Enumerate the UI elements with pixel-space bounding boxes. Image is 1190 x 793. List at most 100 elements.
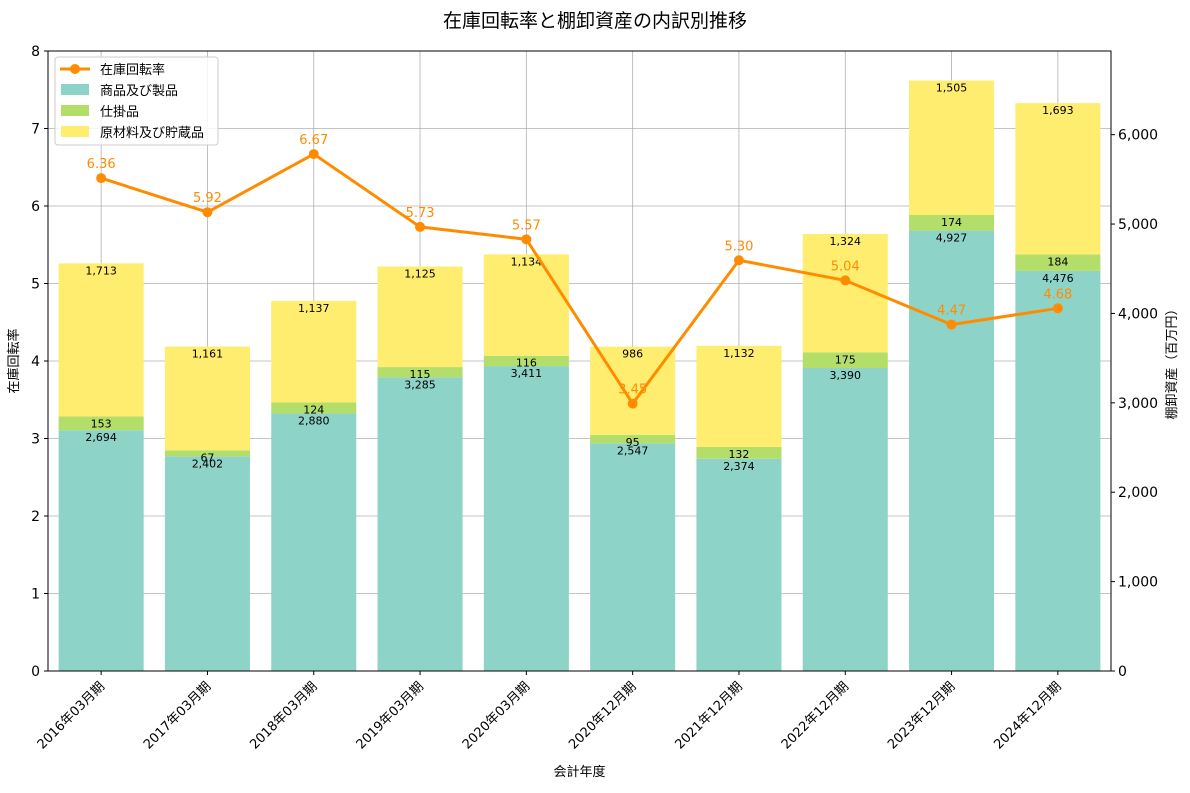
bar-segment [696, 446, 782, 459]
y-left-tick-label: 1 [31, 587, 40, 603]
bar-layer [58, 80, 1101, 671]
bar-segment [483, 355, 569, 367]
turnover-point [840, 275, 851, 286]
y-left-tick-label: 7 [31, 122, 40, 138]
bar-segment [377, 377, 463, 671]
bar-value-label: 184 [1047, 255, 1068, 268]
turnover-point [96, 173, 107, 184]
x-tick-label: 2016年03月期 [35, 679, 108, 752]
x-tick-label: 2021年12月期 [672, 679, 745, 752]
bar-segment [909, 215, 995, 231]
bar-value-label: 2,694 [85, 431, 117, 444]
x-tick-label: 2020年03月期 [460, 679, 533, 752]
x-tick-label: 2020年12月期 [566, 679, 639, 752]
y-left-tick-label: 5 [31, 277, 40, 293]
bar-value-label: 115 [410, 368, 431, 381]
turnover-point [1052, 303, 1063, 314]
bar-segment [590, 434, 676, 444]
y-right-tick-label: 5,000 [1118, 217, 1158, 233]
turnover-point [308, 149, 319, 160]
turnover-value-label: 5.57 [512, 218, 541, 233]
bar-value-label: 4,476 [1042, 272, 1074, 285]
y-left-tick-label: 6 [31, 199, 40, 215]
bar-value-label: 124 [303, 403, 324, 416]
y-right-tick-label: 2,000 [1118, 485, 1158, 501]
turnover-point [733, 255, 744, 266]
bar-segment [58, 430, 144, 671]
x-tick-label: 2023年12月期 [885, 679, 958, 752]
bar-value-label: 1,125 [404, 268, 436, 281]
turnover-value-label: 5.04 [831, 259, 860, 274]
x-axis-label: 会計年度 [553, 764, 605, 780]
y-left-tick-label: 8 [31, 44, 40, 60]
bar-segment [377, 367, 463, 378]
legend-label: 商品及び製品 [100, 84, 178, 99]
y-left-tick-label: 0 [31, 664, 40, 680]
turnover-point [946, 319, 957, 330]
bar-segment [164, 450, 250, 457]
y-right-tick-label: 1,000 [1118, 575, 1158, 591]
bar-segment [1015, 270, 1101, 671]
bar-segment [802, 367, 888, 671]
bar-value-label: 1,134 [511, 255, 543, 268]
x-tick-label: 2024年12月期 [991, 679, 1064, 752]
turnover-point [202, 207, 213, 218]
legend-swatch [61, 84, 89, 95]
bar-value-label: 175 [835, 353, 856, 366]
bar-value-label: 1,505 [936, 81, 968, 94]
legend-label: 在庫回転率 [100, 62, 165, 78]
turnover-value-label: 5.92 [193, 191, 222, 206]
bar-value-label: 153 [91, 418, 112, 431]
y-left-tick-label: 3 [31, 432, 40, 448]
bar-segment [377, 266, 463, 368]
bar-segment [271, 300, 357, 403]
bar-value-label: 95 [626, 436, 640, 449]
bar-value-label: 1,132 [723, 347, 755, 360]
bar-segment [271, 402, 357, 414]
bar-segment [483, 254, 569, 356]
bar-value-label: 3,285 [404, 378, 436, 391]
y-left-tick-label: 4 [31, 354, 40, 370]
bar-value-label: 116 [516, 357, 537, 370]
bar-segment [590, 443, 676, 671]
bar-value-label: 1,693 [1042, 104, 1074, 117]
bar-value-label: 1,713 [85, 264, 117, 277]
turnover-value-label: 6.36 [87, 157, 116, 172]
chart-title: 在庫回転率と棚卸資産の内訳別推移 [442, 10, 747, 32]
bar-value-label: 174 [941, 216, 962, 229]
y-left-tick-label: 2 [31, 509, 40, 525]
bar-value-label: 1,161 [192, 348, 224, 361]
x-tick-label: 2022年12月期 [779, 679, 852, 752]
y-right-tick-label: 0 [1118, 664, 1127, 680]
turnover-line [100, 152, 1059, 407]
bar-value-label: 2,374 [723, 460, 755, 473]
legend-label: 原材料及び貯蔵品 [100, 126, 204, 141]
turnover-point [627, 398, 638, 409]
bar-segment [58, 263, 144, 417]
bar-segment [58, 416, 144, 431]
x-tick-label: 2019年03月期 [354, 679, 427, 752]
bar-value-label: 2,880 [298, 415, 330, 428]
legend-marker [70, 64, 80, 74]
bar-segment [909, 230, 995, 671]
turnover-value-label: 5.30 [724, 239, 753, 254]
turnover-value-label: 6.67 [299, 133, 328, 148]
turnover-point [415, 221, 426, 232]
turnover-value-label: 3.45 [618, 383, 647, 398]
y-axis-right-label: 棚卸資産（百万円） [1164, 302, 1180, 419]
bar-segment [164, 456, 250, 671]
turnover-value-label: 4.47 [937, 304, 966, 319]
bar-value-label: 2,547 [617, 444, 649, 457]
y-right-tick-label: 4,000 [1118, 306, 1158, 322]
line-layer: 6.36 5.92 6.67 5.73 5.57 3.45 5.30 5.04 4.47 4.68 [87, 133, 1072, 409]
bar-segment [802, 352, 888, 368]
bar-segment [483, 366, 569, 671]
legend-swatch [61, 105, 89, 116]
bar-value-label: 3,411 [511, 367, 543, 380]
bar-value-label: 67 [200, 451, 214, 464]
bar-segment [909, 80, 995, 216]
